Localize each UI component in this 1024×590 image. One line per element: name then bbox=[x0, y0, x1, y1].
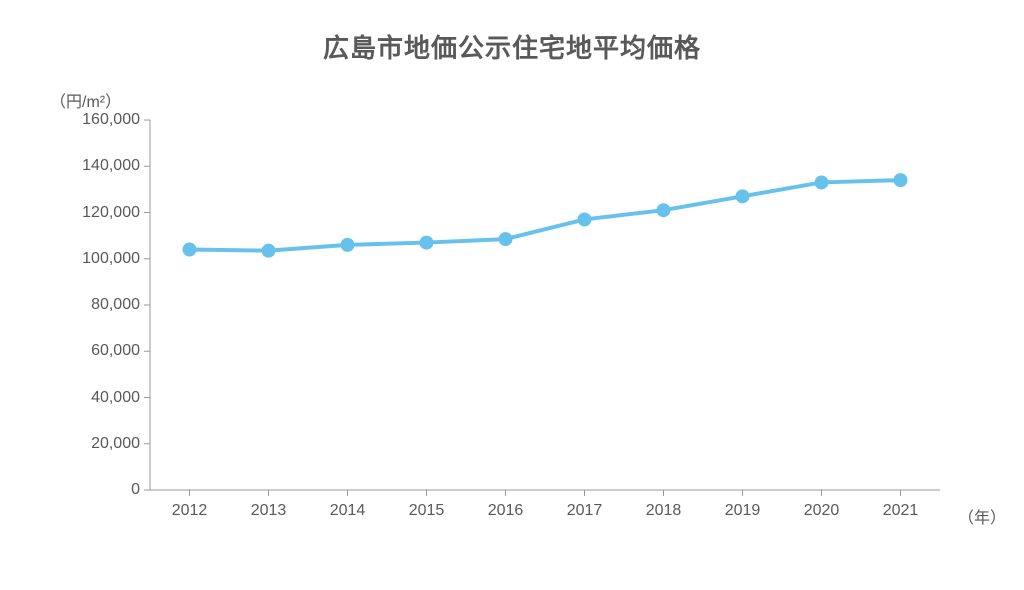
x-tick-label: 2021 bbox=[883, 502, 919, 520]
y-tick-label: 120,000 bbox=[50, 204, 140, 222]
data-point-marker bbox=[420, 236, 434, 250]
x-tick-label: 2019 bbox=[725, 502, 761, 520]
data-point-marker bbox=[657, 203, 671, 217]
y-tick-label: 160,000 bbox=[50, 111, 140, 129]
y-tick-label: 60,000 bbox=[50, 342, 140, 360]
y-tick-label: 20,000 bbox=[50, 435, 140, 453]
y-tick-label: 100,000 bbox=[50, 250, 140, 268]
y-tick-label: 80,000 bbox=[50, 296, 140, 314]
x-tick-label: 2018 bbox=[646, 502, 682, 520]
line-chart: 広島市地価公示住宅地平均価格 （円/m²） （年） 020,00040,0006… bbox=[0, 0, 1024, 590]
data-point-marker bbox=[578, 212, 592, 226]
y-tick-label: 40,000 bbox=[50, 389, 140, 407]
data-point-marker bbox=[815, 175, 829, 189]
x-tick-label: 2015 bbox=[409, 502, 445, 520]
data-point-marker bbox=[341, 238, 355, 252]
x-tick-label: 2017 bbox=[567, 502, 603, 520]
data-point-marker bbox=[499, 232, 513, 246]
data-point-marker bbox=[183, 243, 197, 257]
data-point-marker bbox=[894, 173, 908, 187]
x-tick-label: 2013 bbox=[251, 502, 287, 520]
x-tick-label: 2020 bbox=[804, 502, 840, 520]
data-point-marker bbox=[736, 189, 750, 203]
x-tick-label: 2016 bbox=[488, 502, 524, 520]
data-point-marker bbox=[262, 244, 276, 258]
x-tick-label: 2012 bbox=[172, 502, 208, 520]
y-tick-label: 140,000 bbox=[50, 157, 140, 175]
y-tick-label: 0 bbox=[50, 481, 140, 499]
x-tick-label: 2014 bbox=[330, 502, 366, 520]
